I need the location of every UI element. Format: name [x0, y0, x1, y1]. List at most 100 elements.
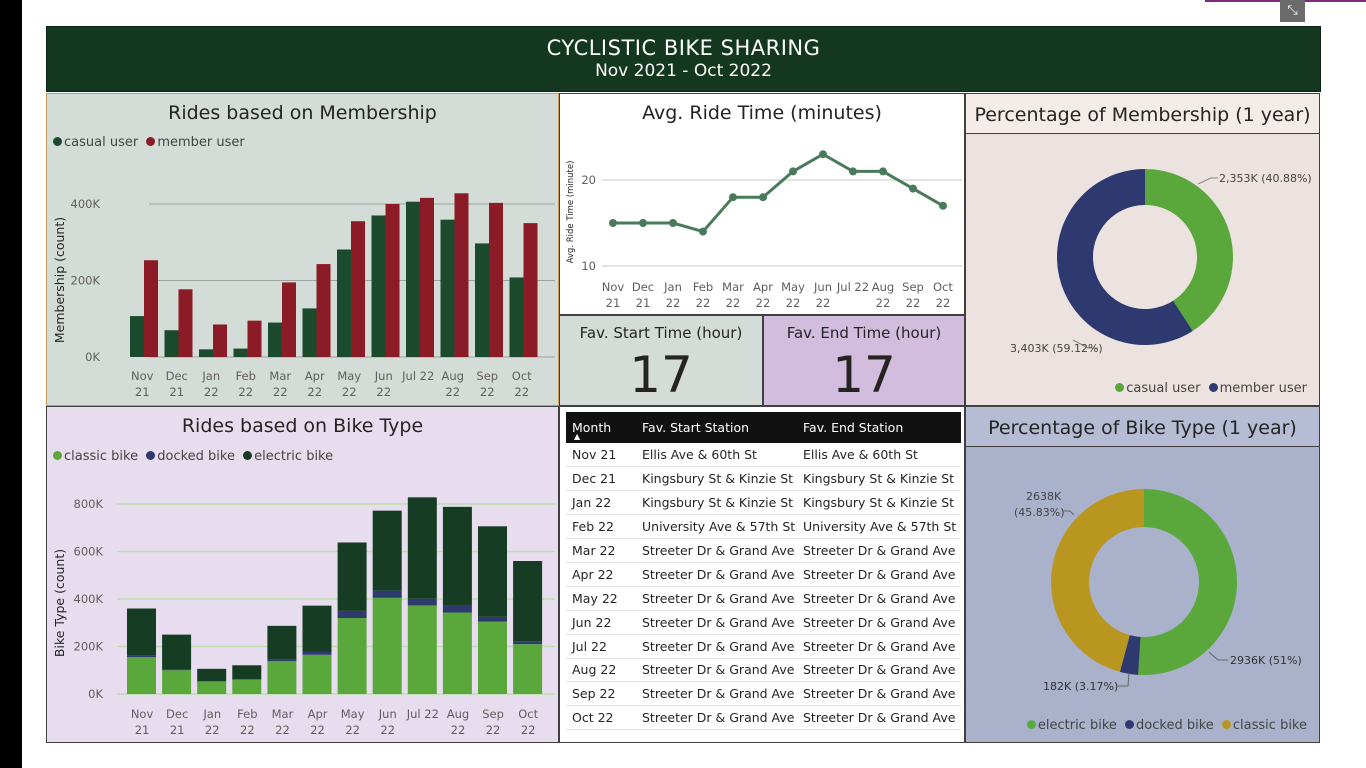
cell-end-station: Ellis Ave & 60th St — [797, 443, 961, 468]
cell-start-station: Streeter Dr & Grand Ave — [636, 586, 797, 611]
x-tick-label: Mar — [272, 707, 294, 721]
fav-start-time-card[interactable]: Fav. Start Time (hour) 17 — [559, 315, 763, 406]
legend-dot-icon — [1026, 720, 1036, 729]
line-point — [849, 167, 857, 176]
x-tick-label: 22 — [726, 296, 741, 310]
membership-pct-panel[interactable]: Percentage of Membership (1 year) 2,353K… — [965, 93, 1320, 406]
x-tick-label: Jun — [378, 707, 397, 721]
sort-ascending-icon[interactable]: ▲ — [574, 432, 581, 441]
bike-type-slice — [1051, 489, 1144, 672]
x-tick-label: Dec — [166, 707, 188, 721]
fav-end-time-card[interactable]: Fav. End Time (hour) 17 — [763, 315, 965, 406]
legend-docked[interactable]: docked bike — [146, 449, 235, 464]
bar-docked-bike — [407, 598, 437, 606]
legend-member[interactable]: member user — [1208, 381, 1307, 396]
fav-start-time-value: 17 — [629, 346, 693, 404]
table-row[interactable]: Dec 21 Kingsbury St & Kinzie St Kingsbury … — [566, 466, 961, 492]
y-axis-label: Avg. Ride Time (minute) — [566, 161, 576, 264]
legend-electric[interactable]: electric bike — [1026, 718, 1117, 733]
legend-dot-icon — [1125, 720, 1135, 729]
data-label: (45.83%) — [1014, 506, 1065, 519]
bike-type-slice — [1138, 489, 1237, 675]
legend-member[interactable]: member user — [146, 135, 245, 150]
column-header-month[interactable]: Month ▲ — [566, 412, 636, 443]
legend-dot-icon — [1208, 383, 1218, 392]
x-tick-label: Sep — [902, 280, 924, 294]
table-row[interactable]: Sep 22 Streeter Dr & Grand Ave Streeter Dr… — [566, 681, 961, 707]
x-tick-label: Feb — [236, 369, 256, 383]
x-tick-label: Aug — [447, 707, 469, 721]
legend-classic[interactable]: classic bike — [1221, 718, 1307, 733]
x-tick-label: 22 — [273, 385, 288, 399]
avg-ride-chart-panel[interactable]: Avg. Ride Time (minutes) 10 20 Avg. Ride T… — [559, 93, 965, 315]
membership-donut-chart: 2,353K (40.88%) 3,403K (59.12%) — [1010, 169, 1312, 355]
table-row[interactable]: Jul 22 Streeter Dr & Grand Ave Streeter Dr… — [566, 634, 961, 659]
bike-pct-panel[interactable]: Percentage of Bike Type (1 year) 2638K (4… — [965, 406, 1320, 743]
y-tick-label: 400K — [71, 197, 101, 211]
cell-end-station: Streeter Dr & Grand Ave — [797, 586, 961, 611]
bike-type-chart-title: Rides based on Bike Type — [181, 415, 424, 437]
bike-type-chart-panel[interactable]: Rides based on Bike Type classic bike do… — [46, 406, 559, 743]
table-row[interactable]: Jan 22 Kingsbury St & Kinzie St Kingsbury … — [566, 490, 961, 516]
bar-casual-user — [130, 316, 144, 357]
stations-table-panel[interactable]: Month ▲ Fav. Start Station Fav. End Stati… — [559, 406, 965, 743]
bar-casual-user — [268, 322, 282, 357]
data-label: 3,403K (59.12%) — [1010, 342, 1103, 355]
table-row[interactable]: Jun 22 Streeter Dr & Grand Ave Streeter Dr… — [566, 610, 961, 635]
membership-bar-chart: 0K 200K 400K Membership (count) Nov 21 Dec 21 Ja… — [52, 193, 555, 399]
y-axis-label: Membership (count) — [52, 217, 67, 343]
legend-docked[interactable]: docked bike — [1125, 718, 1214, 733]
bar-classic-bike — [337, 618, 367, 694]
bar-classic-bike — [267, 661, 297, 694]
y-tick-label: 400K — [74, 592, 104, 606]
table-row[interactable]: Oct 22 Streeter Dr & Grand Ave Streeter Dr… — [566, 705, 961, 731]
x-tick-label: 21 — [606, 296, 621, 310]
bar-classic-bike — [302, 654, 332, 694]
bar-casual-user — [233, 348, 248, 357]
x-tick-label: Jun — [813, 280, 832, 294]
bar-casual-user — [199, 349, 213, 357]
bar-docked-bike — [162, 669, 192, 671]
cell-end-station: Kingsbury St & Kinzie St — [797, 490, 961, 516]
x-tick-label: Jul 22 — [836, 280, 869, 294]
cell-end-station: Streeter Dr & Grand Ave — [797, 538, 961, 563]
column-header-end-station[interactable]: Fav. End Station — [797, 412, 961, 443]
bar-electric-bike — [478, 526, 507, 617]
bar-casual-user — [164, 330, 179, 357]
legend-electric[interactable]: electric bike — [243, 449, 333, 464]
table-row[interactable]: Nov 21 Ellis Ave & 60th St Ellis Ave & 60t… — [566, 443, 961, 468]
x-tick-label: Jun — [374, 369, 393, 383]
legend-label: casual user — [64, 135, 139, 150]
cell-start-station: Kingsbury St & Kinzie St — [636, 466, 797, 492]
table-row[interactable]: Feb 22 University Ave & 57th St University… — [566, 514, 961, 540]
table-row[interactable]: Mar 22 Streeter Dr & Grand Ave Streeter Dr… — [566, 538, 961, 563]
legend-dot-icon — [53, 137, 62, 146]
table-row[interactable]: Apr 22 Streeter Dr & Grand Ave Streeter Dr… — [566, 562, 961, 587]
cell-month: Apr 22 — [566, 562, 636, 587]
label-leader — [1062, 510, 1075, 516]
cell-month: Mar 22 — [566, 538, 636, 563]
cell-month: Jun 22 — [566, 610, 636, 635]
table-row[interactable]: May 22 Streeter Dr & Grand Ave Streeter Dr… — [566, 586, 961, 611]
bar-casual-user — [302, 308, 317, 357]
x-tick-label: 22 — [445, 385, 460, 399]
legend-casual[interactable]: casual user — [1115, 381, 1200, 396]
cell-start-station: Streeter Dr & Grand Ave — [636, 562, 797, 587]
bar-electric-bike — [232, 665, 262, 680]
x-tick-label: 22 — [906, 296, 921, 310]
fav-end-time-value: 17 — [832, 346, 896, 404]
x-tick-label: 22 — [521, 723, 536, 737]
column-header-start-station[interactable]: Fav. Start Station — [636, 412, 797, 443]
fav-start-time-title: Fav. Start Time (hour) — [579, 324, 743, 342]
cell-month: Dec 21 — [566, 466, 636, 492]
legend-casual[interactable]: casual user — [53, 135, 138, 150]
membership-pct-title: Percentage of Membership (1 year) — [974, 104, 1311, 126]
table-row[interactable]: Aug 22 Streeter Dr & Grand Ave Streeter Dr… — [566, 658, 961, 683]
bar-member-user — [178, 289, 193, 357]
legend-label: docked bike — [157, 449, 235, 464]
focus-mode-icon[interactable]: ⤡ — [1280, 0, 1305, 22]
cell-start-station: Streeter Dr & Grand Ave — [636, 681, 797, 707]
membership-chart-panel[interactable]: Rides based on Membership casual user me… — [46, 93, 559, 406]
legend-classic[interactable]: classic bike — [53, 449, 138, 464]
x-tick-label: Nov — [131, 369, 154, 383]
